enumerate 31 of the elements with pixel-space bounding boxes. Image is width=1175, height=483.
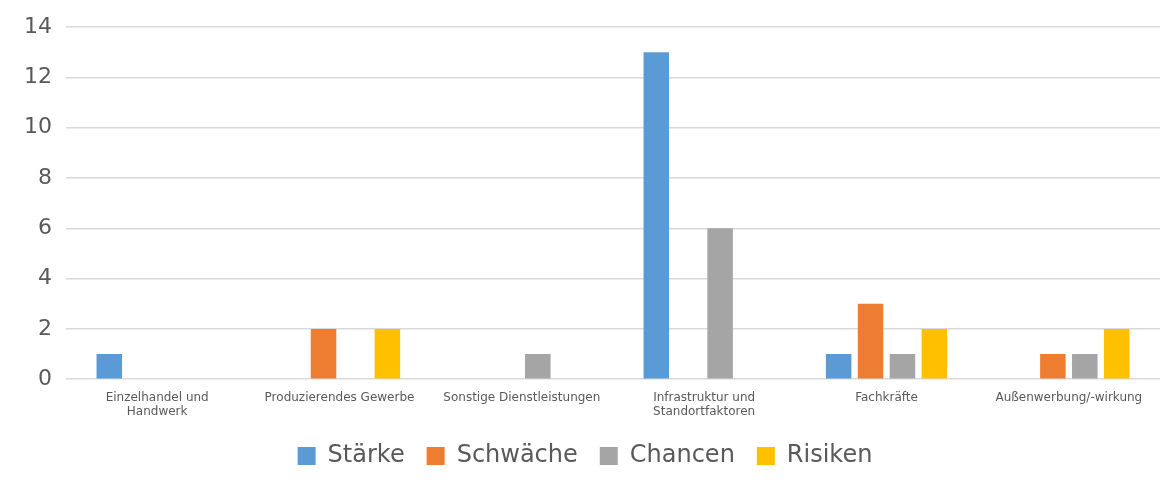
y-tick-label: 12 (23, 63, 52, 89)
x-tick-label: Infrastruktur und Standortfaktoren (653, 389, 756, 418)
bar (525, 354, 551, 379)
y-tick-label: 6 (37, 214, 52, 240)
x-tick-label: Produzierendes Gewerbe (264, 389, 415, 404)
bar (857, 303, 884, 379)
x-tick-label: Einzelhandel und Handwerk (105, 389, 209, 418)
bar (1072, 354, 1098, 379)
bar (1040, 354, 1066, 379)
bar (96, 354, 123, 379)
bar (310, 328, 337, 379)
bar (1103, 328, 1130, 379)
bar (643, 52, 670, 379)
y-tick-label: 14 (23, 12, 52, 38)
bar (889, 354, 916, 379)
legend-label: Schwäche (456, 440, 578, 469)
y-tick-label: 4 (37, 264, 52, 290)
bar (825, 354, 852, 379)
x-tick-label: Sonstige Dienstleistungen (443, 389, 601, 404)
bar (921, 328, 948, 379)
x-tick-label: Fachkräfte (855, 389, 918, 404)
legend-label: Risiken (786, 440, 873, 469)
legend-label: Chancen (629, 440, 735, 469)
y-tick-label: 0 (37, 364, 52, 390)
x-tick-label: Außenwerbung/-wirkung (995, 389, 1143, 404)
y-tick-label: 8 (37, 163, 52, 189)
legend-label: Stärke (327, 440, 405, 469)
y-tick-label: 2 (37, 314, 52, 340)
bar (707, 228, 733, 379)
bar (374, 328, 401, 379)
y-tick-label: 10 (23, 113, 52, 139)
